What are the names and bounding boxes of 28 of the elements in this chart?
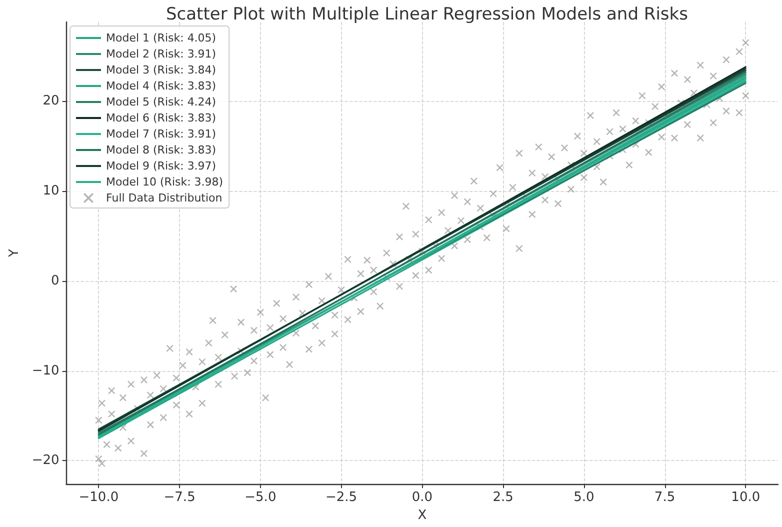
legend-label: Model 2 (Risk: 3.91): [106, 48, 216, 60]
x-axis-title: X: [418, 508, 427, 523]
x-tick-label: −7.5: [164, 490, 196, 506]
y-tick-label: 0: [51, 273, 60, 288]
legend-label: Model 1 (Risk: 4.05): [106, 32, 216, 44]
legend-label: Model 6 (Risk: 3.83): [106, 112, 216, 124]
x-tick-label: 5.0: [574, 490, 594, 506]
legend-label: Full Data Distribution: [106, 192, 222, 204]
x-tick-label: 10.0: [731, 490, 760, 506]
legend-label: Model 7 (Risk: 3.91): [106, 128, 216, 140]
x-tick-label: 2.5: [492, 490, 514, 506]
legend-label: Model 3 (Risk: 3.84): [106, 64, 216, 76]
legend-label: Model 4 (Risk: 3.83): [106, 80, 216, 92]
y-tick-label: −10: [32, 363, 60, 378]
legend-label: Model 9 (Risk: 3.97): [106, 160, 216, 172]
legend-label: Model 8 (Risk: 3.83): [106, 144, 216, 156]
x-tick-label: −10.0: [78, 490, 119, 506]
y-tick-label: 20: [42, 94, 60, 109]
y-axis-title: Y: [7, 249, 22, 258]
chart-title: Scatter Plot with Multiple Linear Regression Models and Risks: [166, 4, 688, 24]
legend-label: Model 10 (Risk: 3.98): [106, 176, 224, 188]
x-tick-label: 0.0: [412, 490, 433, 506]
x-tick-label: 7.5: [654, 490, 676, 506]
legend-label: Model 5 (Risk: 4.24): [106, 96, 216, 108]
y-tick-label: −20: [32, 453, 60, 468]
x-tick-label: −5.0: [244, 490, 276, 506]
x-tick-label: −2.5: [326, 490, 358, 506]
y-tick-label: 10: [42, 184, 60, 199]
